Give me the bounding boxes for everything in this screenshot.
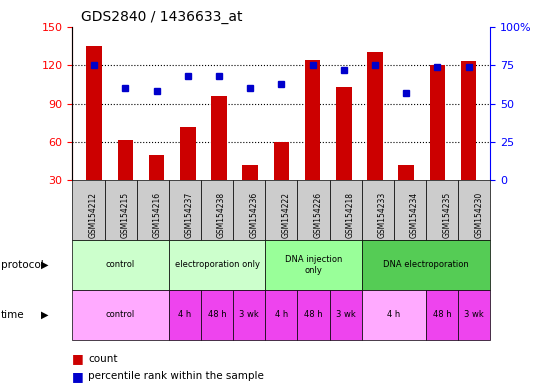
Text: 3 wk: 3 wk	[465, 310, 484, 319]
Text: control: control	[106, 260, 135, 270]
Text: electroporation only: electroporation only	[175, 260, 259, 270]
Text: GSM154236: GSM154236	[249, 192, 258, 238]
Bar	[242, 165, 258, 219]
Text: ▶: ▶	[41, 260, 48, 270]
Bar	[461, 61, 477, 219]
Text: 3 wk: 3 wk	[240, 310, 259, 319]
Text: 3 wk: 3 wk	[336, 310, 355, 319]
Bar	[211, 96, 227, 219]
Text: 48 h: 48 h	[208, 310, 226, 319]
Text: 4 h: 4 h	[388, 310, 400, 319]
Text: percentile rank within the sample: percentile rank within the sample	[88, 371, 264, 381]
Text: GSM154238: GSM154238	[217, 192, 226, 238]
Text: GSM154230: GSM154230	[474, 192, 483, 238]
Text: DNA electroporation: DNA electroporation	[383, 260, 469, 270]
Text: GSM154215: GSM154215	[121, 192, 130, 238]
Text: GSM154235: GSM154235	[442, 192, 451, 238]
Text: GSM154222: GSM154222	[281, 192, 291, 238]
Bar	[149, 155, 165, 219]
Text: 4 h: 4 h	[275, 310, 288, 319]
Bar	[86, 46, 102, 219]
Text: GSM154234: GSM154234	[410, 192, 419, 238]
Bar	[305, 60, 321, 219]
Text: 4 h: 4 h	[178, 310, 191, 319]
Text: protocol: protocol	[1, 260, 44, 270]
Text: GSM154237: GSM154237	[185, 192, 194, 238]
Text: GSM154218: GSM154218	[346, 192, 355, 238]
Text: GSM154216: GSM154216	[153, 192, 162, 238]
Text: GSM154212: GSM154212	[88, 192, 98, 238]
Text: ■: ■	[72, 353, 84, 366]
Text: ▶: ▶	[41, 310, 48, 320]
Bar	[367, 53, 383, 219]
Text: control: control	[106, 310, 135, 319]
Bar	[180, 127, 196, 219]
Text: GSM154226: GSM154226	[314, 192, 323, 238]
Text: count: count	[88, 354, 118, 364]
Bar	[429, 65, 445, 219]
Text: GDS2840 / 1436633_at: GDS2840 / 1436633_at	[81, 10, 242, 25]
Text: 48 h: 48 h	[433, 310, 451, 319]
Bar	[117, 139, 133, 219]
Text: ■: ■	[72, 370, 84, 383]
Bar	[398, 165, 414, 219]
Text: 48 h: 48 h	[304, 310, 323, 319]
Text: GSM154233: GSM154233	[378, 192, 387, 238]
Bar	[336, 87, 352, 219]
Text: DNA injection
only: DNA injection only	[285, 255, 343, 275]
Text: time: time	[1, 310, 25, 320]
Bar	[273, 142, 289, 219]
